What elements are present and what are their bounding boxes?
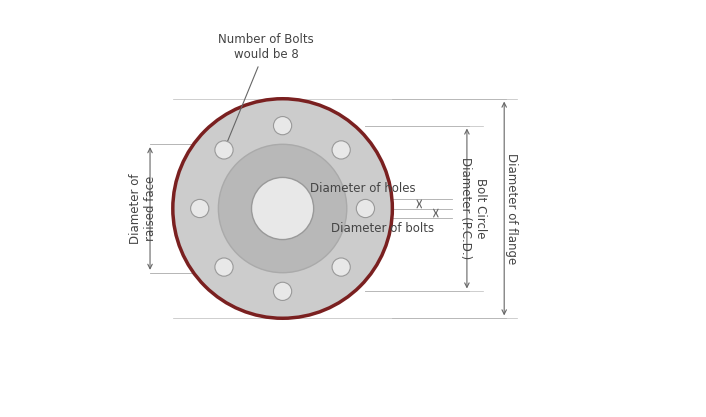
Circle shape — [332, 141, 350, 159]
Circle shape — [215, 141, 233, 159]
Circle shape — [215, 258, 233, 276]
Circle shape — [173, 99, 393, 318]
Circle shape — [191, 199, 209, 218]
Text: Diameter of flange: Diameter of flange — [505, 153, 518, 264]
Circle shape — [218, 144, 347, 273]
Text: Number of Bolts
would be 8: Number of Bolts would be 8 — [218, 33, 314, 146]
Text: Bolt Circle
Diameter (P.C.D.): Bolt Circle Diameter (P.C.D.) — [459, 157, 487, 260]
Text: Diameter of bolts: Diameter of bolts — [330, 222, 433, 235]
Text: Diameter of holes: Diameter of holes — [309, 182, 415, 195]
Text: Diameter of
raised face: Diameter of raised face — [128, 173, 157, 244]
Circle shape — [273, 282, 292, 301]
Circle shape — [273, 116, 292, 135]
Circle shape — [332, 258, 350, 276]
Circle shape — [357, 199, 375, 218]
Circle shape — [251, 177, 313, 240]
